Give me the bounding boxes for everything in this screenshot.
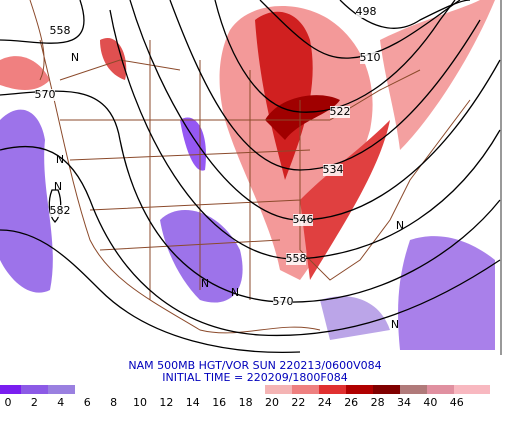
title-line-2: INITIAL TIME = 220209/1800F084	[162, 371, 347, 384]
colorbar-label: 24	[318, 396, 332, 409]
colorbar-label: 6	[84, 396, 91, 409]
contour-label: 558	[50, 24, 71, 37]
contour-label: 498	[356, 5, 377, 18]
label-bg	[50, 25, 70, 37]
colorbar-label: 40	[423, 396, 437, 409]
colorbar	[0, 385, 490, 394]
colorbar-label: 0	[5, 396, 12, 409]
contour-label: 570	[35, 88, 56, 101]
label-bg	[273, 296, 293, 308]
vorticity-shading	[0, 0, 495, 350]
colorbar-label: 2	[31, 396, 38, 409]
colorbar-label: 26	[344, 396, 358, 409]
vorticity-min-label: N	[201, 277, 209, 290]
label-bg	[293, 214, 313, 226]
colorbar-label: 28	[371, 396, 385, 409]
colorbar-label: 4	[57, 396, 64, 409]
vorticity-min-label: N	[231, 286, 239, 299]
state-boundaries	[29, 0, 471, 334]
contour-label: 546	[293, 213, 314, 226]
title-line-1: NAM 500MB HGT/VOR SUN 220213/0600V084	[128, 359, 381, 372]
colorbar-label: 22	[291, 396, 305, 409]
label-bg	[356, 6, 376, 18]
label-bg	[323, 164, 343, 176]
contour-label: 510	[360, 51, 381, 64]
contour-label: 570	[273, 295, 294, 308]
vorticity-min-label: N	[391, 318, 399, 331]
label-bg	[35, 89, 55, 101]
vorticity-min-label: N	[71, 51, 79, 64]
colorbar-label: 14	[186, 396, 200, 409]
label-bg	[50, 205, 70, 217]
vorticity-min-label: N	[56, 153, 64, 166]
contour-label: 582	[50, 204, 71, 217]
colorbar-label: 46	[450, 396, 464, 409]
label-bg	[330, 106, 350, 118]
colorbar-label: 18	[239, 396, 253, 409]
colorbar-label: 12	[159, 396, 173, 409]
colorbar-label: 34	[397, 396, 411, 409]
vorticity-min-label: N	[54, 180, 62, 193]
contour-label: 522	[330, 105, 351, 118]
vorticity-min-label: N	[396, 219, 404, 232]
contour-label: 558	[286, 252, 307, 265]
colorbar-label: 20	[265, 396, 279, 409]
colorbar-label: 16	[212, 396, 226, 409]
contour-label: 534	[323, 163, 344, 176]
label-bg	[360, 52, 380, 64]
label-bg	[286, 253, 306, 265]
colorbar-label: 8	[110, 396, 117, 409]
colorbar-label: 10	[133, 396, 147, 409]
